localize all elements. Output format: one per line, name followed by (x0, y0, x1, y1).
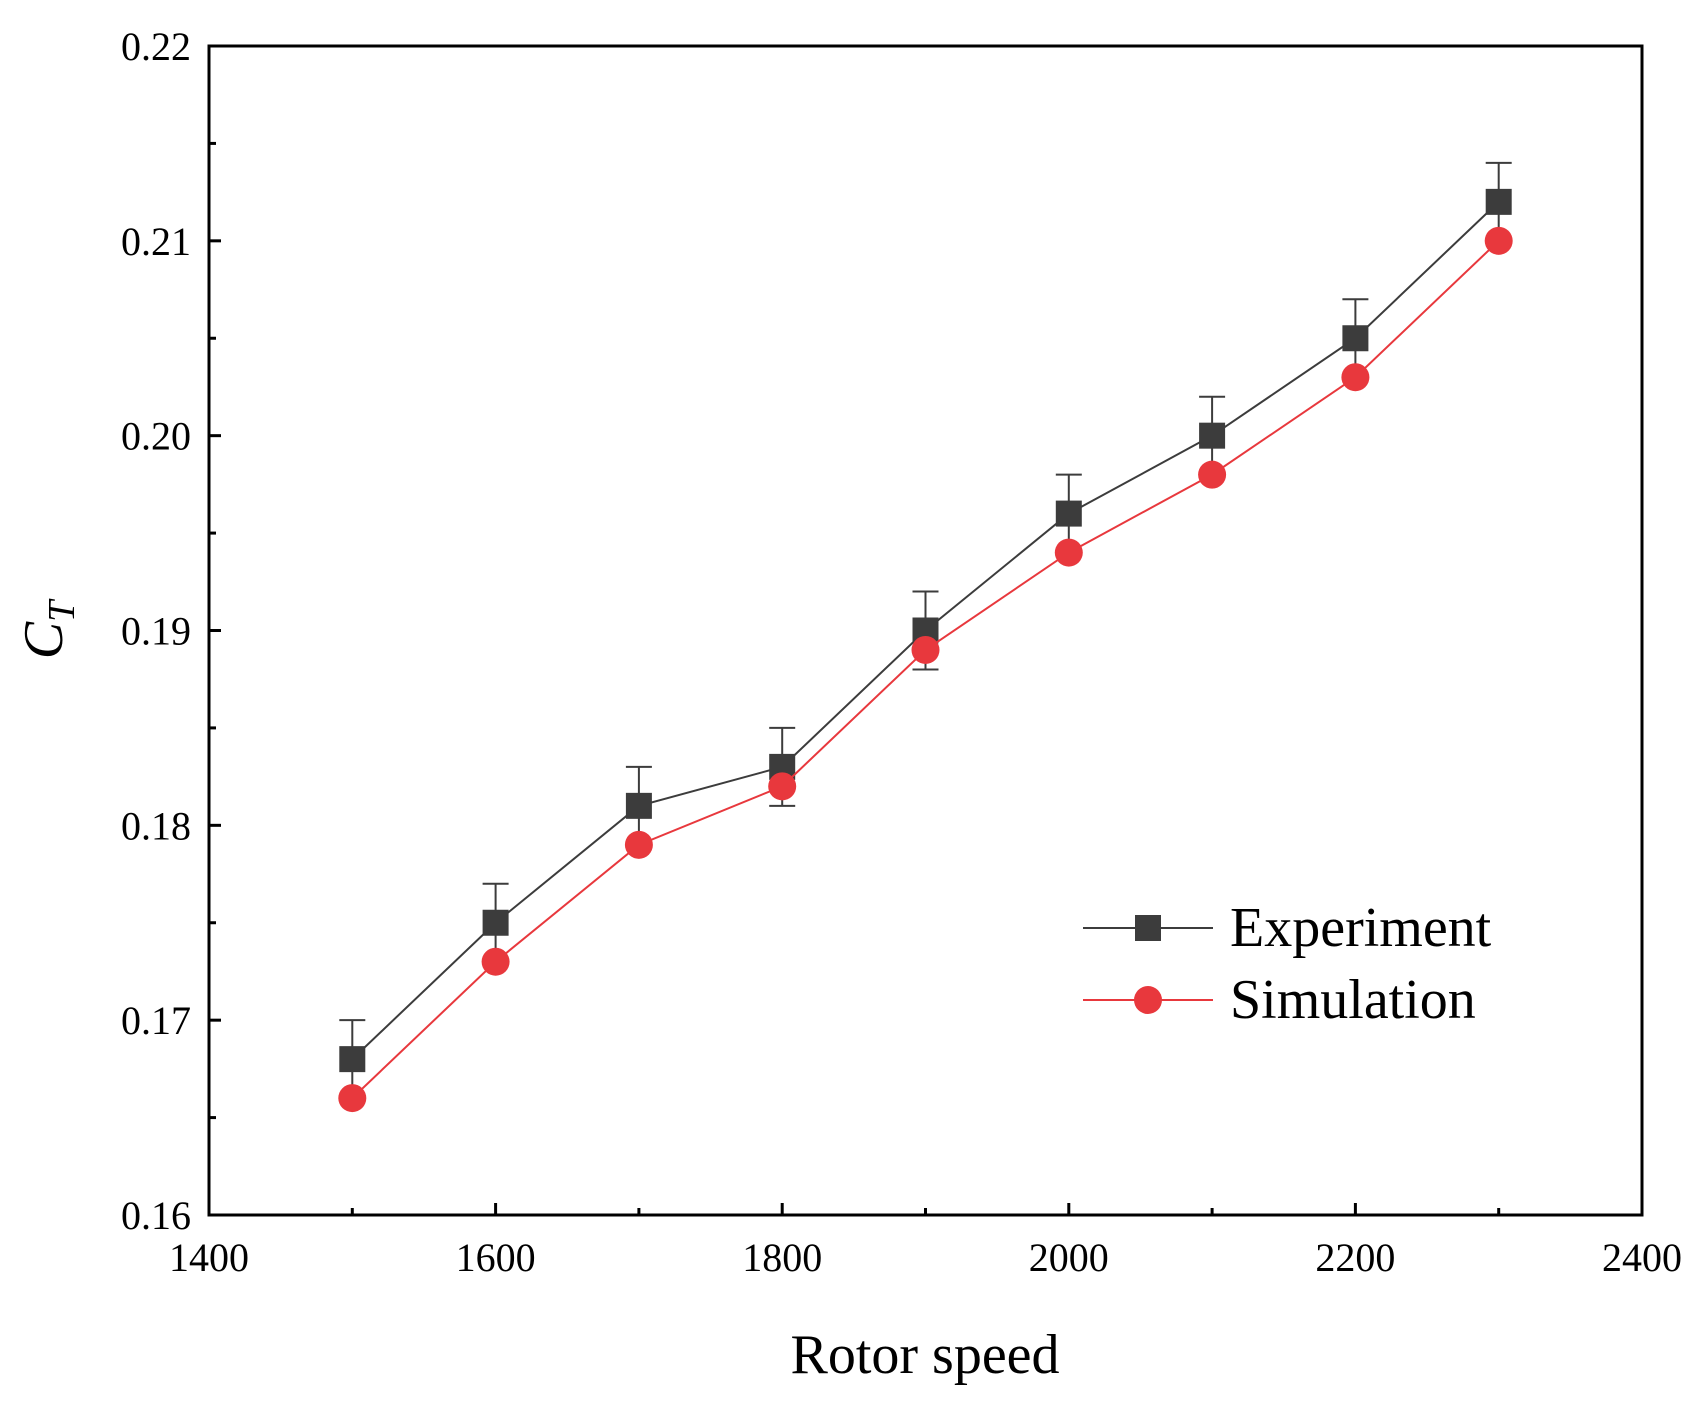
point-simulation (911, 635, 940, 664)
legend-marker-experiment (1135, 915, 1161, 941)
point-simulation (1341, 363, 1370, 392)
point-experiment (1485, 188, 1512, 215)
y-axis-ticks: 0.16 0.17 0.18 0.19 0.20 0.21 0.22 (121, 24, 221, 1238)
y-tick-label: 0.17 (121, 998, 191, 1043)
y-tick-label: 0.18 (121, 803, 191, 848)
y-tick-label: 0.21 (121, 219, 191, 264)
point-simulation (338, 1084, 367, 1113)
x-tick-label: 2000 (1029, 1235, 1109, 1280)
point-simulation (1054, 538, 1083, 567)
x-tick-label: 1400 (169, 1235, 249, 1280)
legend-label-simulation: Simulation (1230, 969, 1476, 1031)
x-tick-label: 2400 (1602, 1235, 1682, 1280)
point-experiment (482, 909, 509, 936)
y-axis-title-main: C (13, 621, 75, 659)
y-tick-label: 0.20 (121, 414, 191, 459)
point-experiment (625, 792, 652, 819)
series-layer (338, 188, 1513, 1113)
legend: Experiment Simulation (1083, 897, 1492, 1031)
x-axis-ticks: 1400 1600 1800 2000 2200 2400 (169, 1203, 1682, 1280)
point-simulation (481, 947, 510, 976)
point-simulation (768, 772, 797, 801)
y-axis-title-subscript: T (41, 598, 83, 622)
point-experiment (1055, 500, 1082, 527)
point-experiment (1199, 422, 1226, 449)
legend-marker-simulation (1134, 986, 1162, 1014)
point-simulation (1484, 226, 1513, 255)
y-minor-ticks (209, 141, 216, 1120)
point-simulation (624, 830, 653, 859)
point-simulation (1198, 460, 1227, 489)
x-axis-title: Rotor speed (790, 1324, 1059, 1386)
legend-label-experiment: Experiment (1230, 897, 1492, 959)
y-tick-label: 0.22 (121, 24, 191, 69)
y-axis-title: CT (13, 598, 83, 659)
point-experiment (339, 1046, 366, 1073)
x-tick-label: 1800 (742, 1235, 822, 1280)
x-tick-label: 2200 (1315, 1235, 1395, 1280)
y-tick-label: 0.16 (121, 1193, 191, 1238)
point-experiment (1342, 325, 1369, 352)
x-tick-label: 1600 (456, 1235, 536, 1280)
y-tick-label: 0.19 (121, 609, 191, 654)
